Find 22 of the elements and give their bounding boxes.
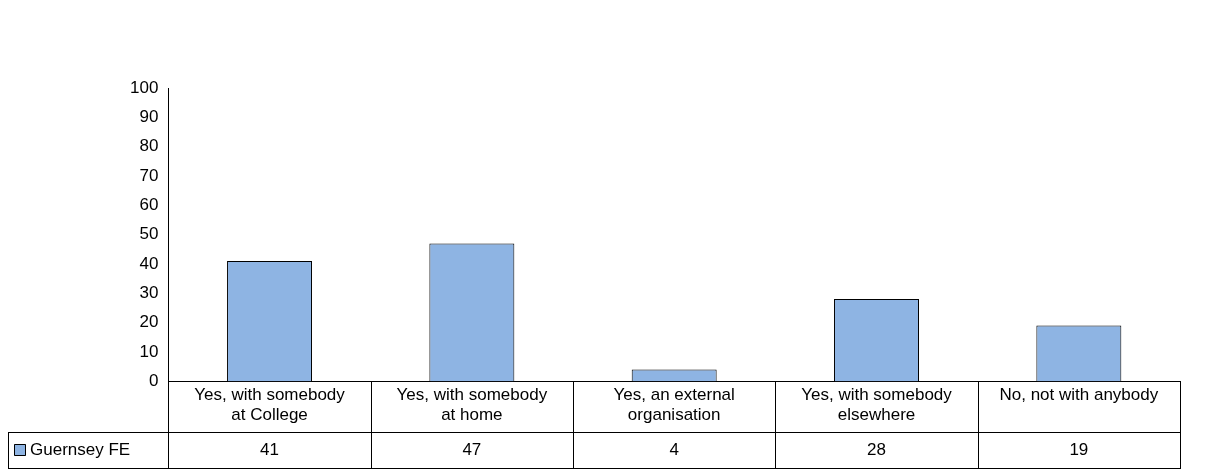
x-tick-label: No, not with anybody (999, 385, 1159, 405)
y-tick-label: 50 (139, 224, 159, 244)
y-tick-label: 100 (129, 77, 159, 97)
y-tick-label: 80 (139, 136, 159, 156)
data-label: 41 (260, 439, 279, 459)
y-tick-label: 30 (139, 282, 159, 302)
data-label: 4 (669, 439, 679, 459)
data-label: 28 (867, 439, 886, 459)
y-tick-label: 0 (148, 370, 159, 390)
x-tick-label: Yes, with somebody at College (194, 385, 346, 425)
legend-label: Guernsey FE (30, 439, 131, 459)
x-tick-label: Yes, with somebody elsewhere (801, 385, 953, 425)
y-tick-label: 40 (139, 253, 159, 273)
y-tick-label: 70 (139, 165, 159, 185)
y-tick-label: 10 (139, 341, 159, 361)
data-label: 19 (1069, 439, 1089, 459)
x-tick-label: Yes, an external organisation (613, 385, 735, 425)
y-tick-label: 60 (139, 194, 159, 214)
x-tick-label: Yes, with somebody at home (396, 385, 548, 425)
data-label: 47 (462, 439, 482, 459)
y-tick-label: 20 (139, 312, 159, 332)
y-tick-label: 90 (139, 107, 159, 127)
